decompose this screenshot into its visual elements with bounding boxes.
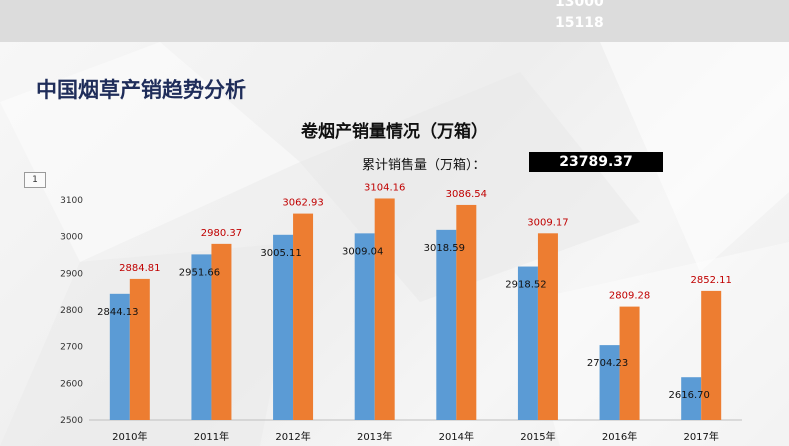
data-label-orange: 2980.37: [201, 228, 242, 239]
data-label-blue: 3005.11: [260, 248, 301, 259]
x-tick-label: 2017年: [683, 430, 718, 443]
bar-blue: [681, 377, 702, 420]
bar-blue: [436, 229, 457, 420]
x-tick-label: 2014年: [439, 430, 474, 443]
page-title: 中国烟草产销趋势分析: [36, 78, 246, 102]
bar-orange: [129, 278, 150, 420]
y-tick-label: 2900: [60, 269, 83, 279]
bar-blue: [273, 234, 294, 420]
bar-blue: [354, 233, 375, 420]
data-label-orange: 2809.28: [609, 291, 650, 302]
y-tick-label: 3100: [60, 196, 83, 206]
bar-orange: [293, 213, 314, 420]
bar-blue: [599, 345, 620, 420]
y-tick-label: 3000: [60, 233, 83, 243]
y-tick-label: 2600: [60, 379, 83, 389]
data-label-blue: 2704.23: [587, 358, 628, 369]
x-tick-label: 2012年: [275, 430, 310, 443]
data-label-orange: 2884.81: [119, 263, 160, 274]
y-tick-label: 2800: [60, 306, 83, 316]
cumulative-sales-value: 23789.37: [529, 152, 663, 172]
background-number: 13000: [555, 0, 604, 10]
bar-orange: [374, 198, 395, 420]
bar-blue: [191, 254, 212, 420]
x-tick-label: 2010年: [112, 430, 147, 443]
data-label-blue: 2951.66: [179, 267, 220, 278]
x-tick-label: 2013年: [357, 430, 392, 443]
x-tick-label: 2016年: [602, 430, 637, 443]
data-label-orange: 3062.93: [282, 198, 323, 209]
data-label-blue: 3009.04: [342, 246, 383, 257]
bar-orange: [701, 290, 722, 420]
background-number: 15118: [555, 15, 604, 31]
bar-orange: [537, 233, 558, 420]
x-tick-label: 2015年: [520, 430, 555, 443]
x-tick-label: 2011年: [194, 430, 229, 443]
data-label-orange: 3009.17: [527, 217, 568, 228]
data-label-blue: 2616.70: [669, 390, 710, 401]
bar-orange: [619, 306, 640, 420]
chart-title: 卷烟产销量情况（万箱）: [301, 122, 488, 142]
bar-blue: [517, 266, 538, 420]
data-label-orange: 2852.11: [691, 275, 732, 286]
y-tick-label: 2500: [60, 416, 83, 426]
y-tick-label: 2700: [60, 343, 83, 353]
data-label-blue: 3018.59: [424, 243, 465, 254]
bar-blue: [109, 293, 130, 420]
data-label-blue: 2844.13: [97, 307, 138, 318]
data-label-orange: 3104.16: [364, 182, 405, 193]
bar-orange: [456, 204, 477, 420]
data-label-orange: 3086.54: [446, 189, 487, 200]
top-bar: 13000 15118: [0, 0, 789, 42]
bar-orange: [211, 243, 232, 420]
cumulative-sales-label: 累计销售量（万箱）：: [362, 158, 486, 173]
data-label-blue: 2918.52: [505, 280, 546, 291]
page-number-badge[interactable]: 1: [24, 172, 46, 188]
